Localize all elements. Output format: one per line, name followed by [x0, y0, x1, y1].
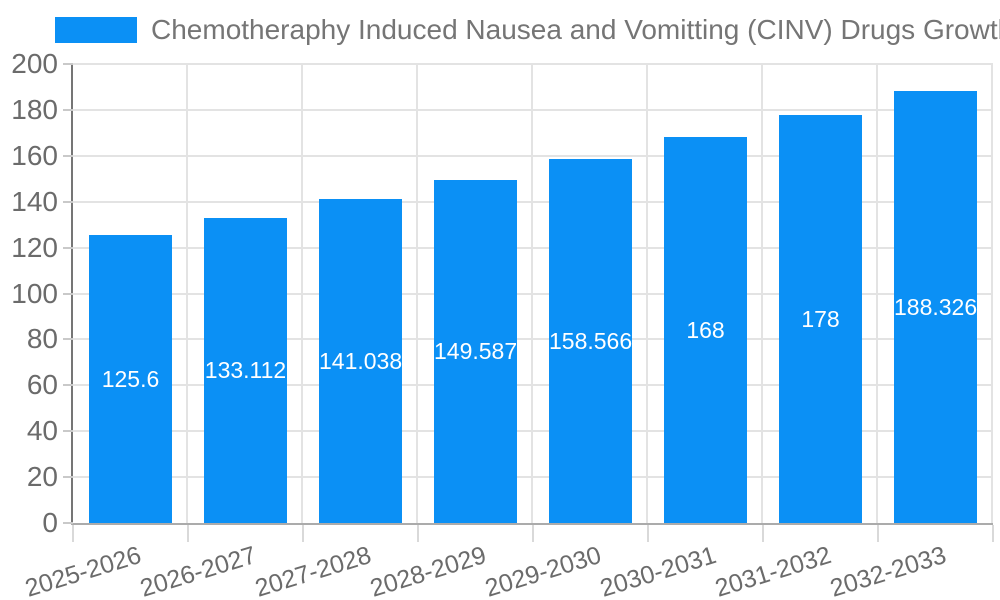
y-tick-label-200: 200: [11, 48, 58, 79]
y-tick-200: [63, 63, 73, 65]
bar-2029-2030[interactable]: [549, 159, 632, 523]
y-tick-label-160: 160: [11, 139, 58, 171]
x-tick-label-2030-2031: 2030-2031: [596, 541, 720, 600]
y-tick-20: [63, 476, 73, 479]
y-tick-0: [63, 522, 73, 524]
bar-2031-2032[interactable]: [779, 114, 862, 523]
x-tick-label-2029-2030: 2029-2030: [481, 541, 605, 600]
bar-value-label-2030-2031: 168: [686, 317, 725, 343]
bar-2032-2033[interactable]: [894, 90, 977, 523]
y-tick-label-180: 180: [11, 93, 58, 125]
bar-value-label-2028-2029: 149.5875: [434, 338, 517, 364]
x-tick-label-2027-2028: 2027-2028: [251, 541, 375, 600]
h-gridline-120: [73, 246, 993, 249]
x-tick-4: [532, 525, 534, 542]
x-tick-label-2032-2033: 2032-2033: [826, 541, 950, 600]
y-tick-label-40: 40: [26, 415, 58, 447]
v-gridline-8: [991, 64, 993, 523]
y-tick-label-140: 140: [11, 185, 58, 217]
v-gridline-1: [186, 64, 188, 523]
y-tick-label-120: 120: [11, 231, 58, 263]
x-tick-5: [647, 525, 649, 542]
bar-value-label-2027-2028: 141.038: [319, 348, 402, 374]
x-tick-6: [762, 525, 764, 542]
bar-value-label-2032-2033: 188.326: [894, 294, 977, 320]
y-tick-140: [63, 200, 73, 203]
y-tick-180: [63, 108, 73, 111]
h-gridline-180: [73, 108, 993, 111]
v-gridline-3: [416, 64, 418, 523]
x-tick-label-2028-2029: 2028-2029: [366, 541, 490, 600]
y-tick-160: [63, 154, 73, 157]
bar-value-label-2031-2032: 178: [801, 306, 840, 332]
h-gridline-40: [73, 430, 993, 433]
x-tick-0: [72, 525, 74, 542]
h-gridline-20: [73, 476, 993, 479]
h-gridline-140: [73, 200, 993, 203]
y-tick-100: [63, 292, 73, 295]
h-gridline-100: [73, 292, 993, 295]
h-gridline-80: [73, 338, 993, 341]
legend: Chemotheraphy Induced Nausea and Vomitti…: [55, 14, 1000, 46]
v-gridline-4: [531, 64, 533, 523]
bar-2028-2029[interactable]: [434, 179, 517, 523]
x-tick-label-2026-2027: 2026-2027: [136, 541, 260, 600]
y-tick-40: [63, 430, 73, 433]
y-tick-120: [63, 246, 73, 249]
bar-2027-2028[interactable]: [319, 199, 402, 523]
x-tick-2: [302, 525, 304, 542]
v-gridline-7: [876, 64, 878, 523]
h-gridline-160: [73, 154, 993, 157]
legend-swatch: [55, 17, 137, 43]
x-tick-3: [417, 525, 419, 542]
y-tick-label-80: 80: [26, 323, 58, 355]
h-gridline-200: [73, 63, 993, 65]
bar-value-label-2025-2026: 125.6: [101, 366, 160, 392]
bar-value-label-2029-2030: 158.566: [549, 328, 632, 354]
plot-area: 125.6 133.112 141.038 149.5875 158.566 168 178…: [73, 63, 993, 523]
x-tick-8: [992, 525, 994, 542]
bar-2025-2026[interactable]: [89, 234, 172, 523]
x-axis-line: [71, 523, 993, 525]
bar-value-label-2026-2027: 133.112: [204, 357, 287, 383]
legend-label: Chemotheraphy Induced Nausea and Vomitti…: [151, 14, 1000, 45]
x-tick-label-2025-2026: 2025-2026: [21, 541, 145, 600]
bar-2026-2027[interactable]: [204, 217, 287, 523]
y-tick-80: [63, 338, 73, 341]
y-tick-label-100: 100: [11, 277, 58, 309]
y-tick-label-20: 20: [26, 461, 58, 493]
x-tick-7: [877, 525, 879, 542]
y-tick-label-0: 0: [42, 507, 58, 538]
x-tick-1: [187, 525, 189, 542]
h-gridline-60: [73, 384, 993, 387]
y-tick-60: [63, 384, 73, 387]
x-tick-label-2031-2032: 2031-2032: [711, 541, 835, 600]
v-gridline-2: [301, 64, 303, 523]
y-tick-label-60: 60: [26, 369, 58, 401]
y-axis-line: [71, 64, 73, 525]
v-gridline-5: [646, 64, 648, 523]
v-gridline-6: [761, 64, 763, 523]
bar-2030-2031[interactable]: [664, 137, 747, 523]
